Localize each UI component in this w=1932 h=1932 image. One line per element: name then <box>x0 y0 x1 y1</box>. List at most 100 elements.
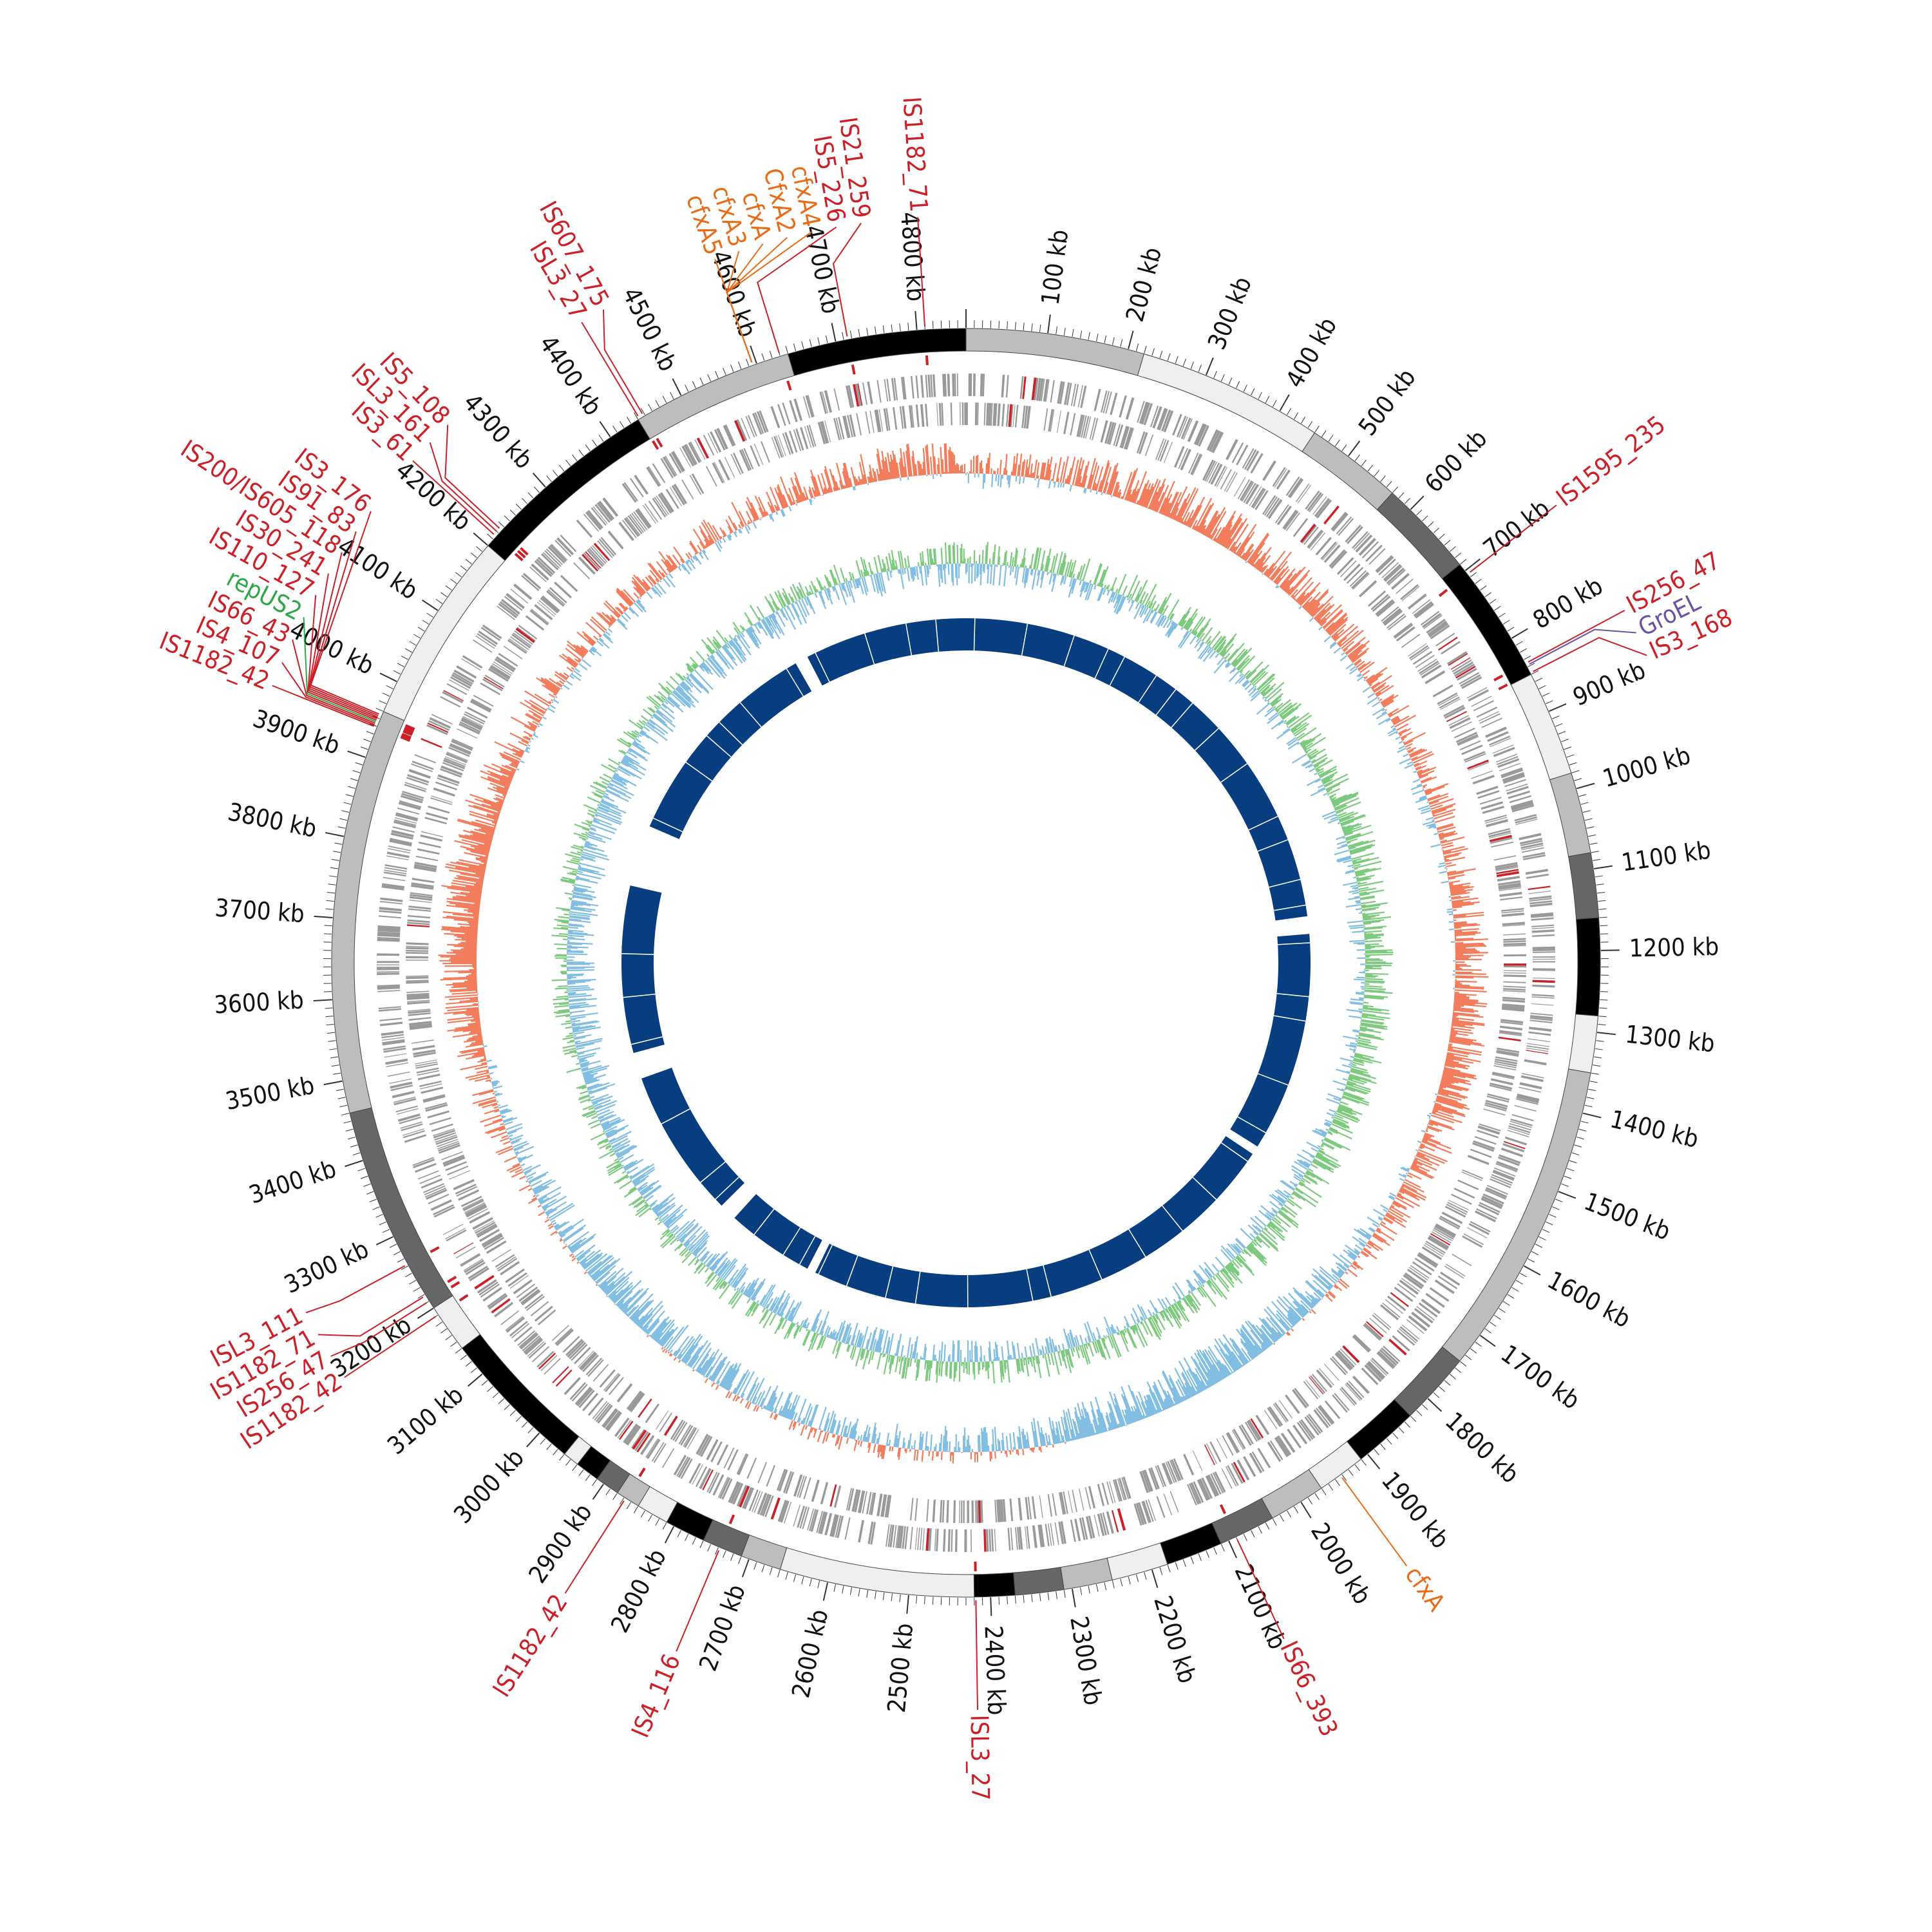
gc-content-bar <box>1077 459 1084 487</box>
cds-feature <box>1502 922 1525 926</box>
cds-feature <box>1302 525 1317 544</box>
gc-content-bar <box>1388 713 1393 717</box>
minor-tick <box>1593 858 1601 861</box>
gc-content-bar <box>916 1450 919 1461</box>
cds-feature <box>1274 468 1287 488</box>
cds-feature <box>857 383 863 406</box>
cds-feature <box>453 1242 474 1255</box>
cds-feature <box>696 1434 709 1455</box>
gc-content-bar <box>550 1230 558 1236</box>
cds-feature <box>954 374 956 397</box>
minor-tick <box>585 444 591 451</box>
cds-feature <box>736 1484 748 1507</box>
cds-feature <box>450 743 471 753</box>
gc-content-bar <box>990 1451 992 1459</box>
cds-feature <box>408 905 431 910</box>
minor-tick <box>1475 578 1482 584</box>
gc-content-bar <box>1432 1110 1454 1118</box>
cds-feature <box>980 1500 983 1523</box>
gc-content-bar <box>1089 462 1098 490</box>
cds-feature <box>817 422 826 444</box>
cds-feature <box>1495 864 1519 871</box>
gc-content-bar <box>1067 1408 1076 1441</box>
cds-feature <box>1047 1523 1052 1546</box>
gc-skew-bar <box>977 564 980 577</box>
cds-feature <box>1018 1526 1023 1550</box>
cds-feature <box>884 379 889 402</box>
cds-feature <box>1045 379 1050 402</box>
gc-content-bar <box>872 1427 877 1444</box>
gc-content-bar <box>1454 931 1463 933</box>
cds-feature <box>517 1330 536 1346</box>
cds-feature <box>1144 434 1154 457</box>
cds-feature <box>471 698 492 711</box>
minor-tick <box>1251 1530 1255 1538</box>
gc-content-bar <box>1133 471 1147 504</box>
gc-content-bar <box>1295 1307 1305 1318</box>
gc-content-bar <box>1178 1360 1198 1395</box>
cds-feature <box>1111 1510 1119 1533</box>
minor-tick <box>723 367 726 375</box>
cds-feature <box>820 421 828 444</box>
cds-feature <box>886 408 891 431</box>
gc-content-bar <box>1448 874 1465 879</box>
cds-feature <box>1412 599 1431 614</box>
cds-feature <box>1520 842 1544 849</box>
cds-feature <box>1231 1430 1244 1450</box>
gc-content-bar <box>873 1443 876 1454</box>
gc-content-bar <box>1245 549 1255 562</box>
gc-content-bar <box>1057 478 1059 482</box>
gc-content-bar <box>1377 1227 1381 1231</box>
gc-content-bar <box>1434 1106 1466 1117</box>
gc-content-bar <box>1381 710 1387 715</box>
major-tick <box>314 915 333 918</box>
cds-feature <box>1233 1461 1245 1483</box>
gc-content-bar <box>1037 478 1040 488</box>
cds-feature <box>414 862 437 868</box>
cds-feature <box>477 1279 497 1294</box>
gc-content-bar <box>652 1321 667 1340</box>
minor-tick <box>633 1506 638 1513</box>
cds-feature <box>401 1123 423 1132</box>
cds-feature <box>1330 1358 1347 1376</box>
gc-content-bar <box>1051 1421 1057 1444</box>
contig-block <box>779 1547 975 1598</box>
gc-content-bar <box>1358 674 1362 677</box>
major-tick <box>750 345 757 364</box>
cds-feature <box>560 535 577 553</box>
gc-content-bar <box>1270 1333 1278 1341</box>
cds-feature <box>382 1039 405 1046</box>
cds-feature <box>408 1009 431 1012</box>
gc-content-bar <box>994 1451 996 1459</box>
gc-content-bar <box>1161 1372 1179 1405</box>
gc-skew-bar <box>1240 672 1243 674</box>
cds-feature <box>509 1321 528 1337</box>
gc-content-bar <box>1446 1057 1474 1064</box>
gc-content-bar <box>1332 1253 1350 1268</box>
minor-tick <box>585 1474 591 1481</box>
minor-tick <box>809 339 812 347</box>
cds-feature <box>1352 531 1368 549</box>
cds-feature <box>537 556 556 574</box>
is-mark <box>516 549 526 559</box>
cds-feature <box>1253 489 1266 509</box>
gc-content-bar <box>804 1425 808 1430</box>
gc-content-bar <box>1417 1140 1422 1144</box>
gc-content-bar <box>1271 1327 1282 1338</box>
gc-content-bar <box>1256 556 1266 570</box>
minor-tick <box>1039 324 1041 332</box>
cds-feature <box>1454 727 1475 739</box>
minor-tick <box>1398 492 1405 498</box>
cds-feature <box>569 1342 587 1359</box>
cds-feature <box>1509 795 1531 803</box>
gc-content-bar <box>1437 1095 1458 1103</box>
major-tick <box>1548 703 1567 712</box>
gc-content-bar <box>1184 1396 1188 1400</box>
gc-content-bar <box>1079 482 1082 488</box>
major-tick <box>468 1373 483 1387</box>
cds-feature <box>421 831 444 838</box>
cds-feature <box>997 403 1001 426</box>
gc-content-bar <box>1446 870 1457 874</box>
cds-feature <box>435 781 457 791</box>
gc-content-bar <box>1399 757 1412 765</box>
